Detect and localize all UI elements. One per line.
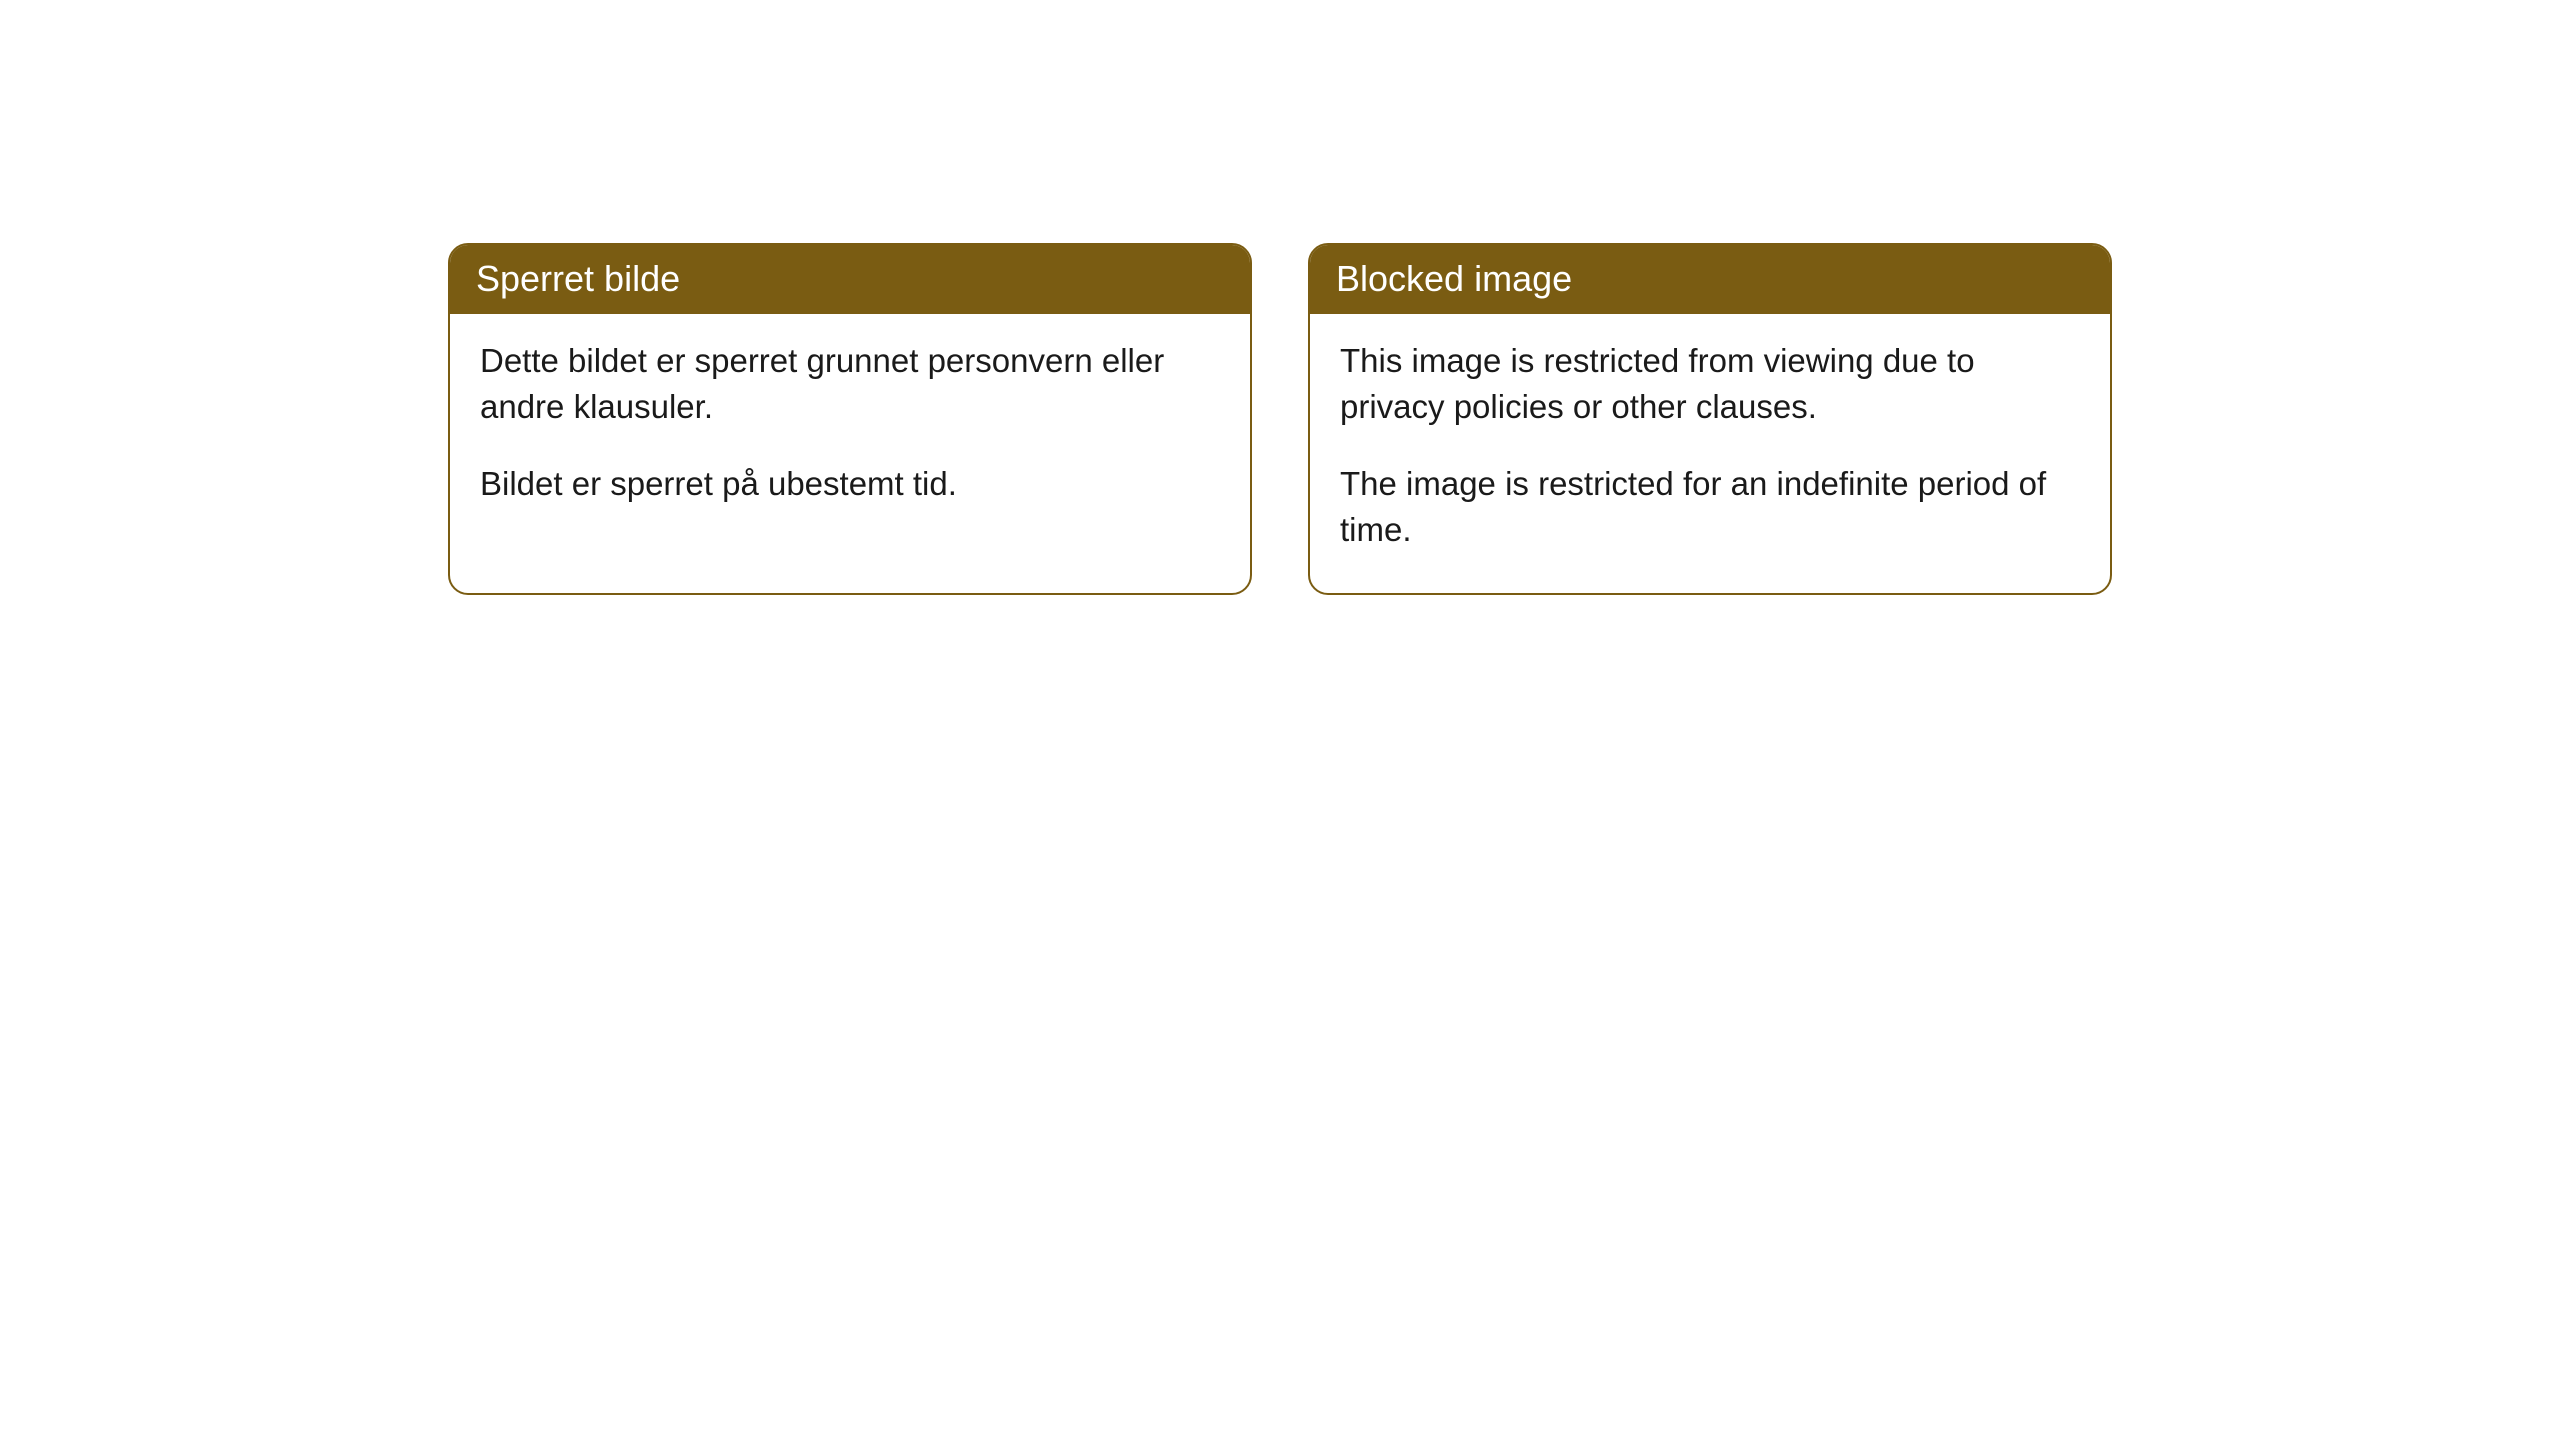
notice-card-norwegian: Sperret bilde Dette bildet er sperret gr…	[448, 243, 1252, 595]
card-paragraph: Dette bildet er sperret grunnet personve…	[480, 338, 1220, 430]
card-paragraph: The image is restricted for an indefinit…	[1340, 461, 2080, 553]
card-paragraph: This image is restricted from viewing du…	[1340, 338, 2080, 430]
card-header: Sperret bilde	[450, 245, 1250, 314]
notice-card-english: Blocked image This image is restricted f…	[1308, 243, 2112, 595]
card-title: Sperret bilde	[476, 258, 680, 299]
card-title: Blocked image	[1336, 258, 1572, 299]
card-paragraph: Bildet er sperret på ubestemt tid.	[480, 461, 1220, 507]
card-body: This image is restricted from viewing du…	[1310, 314, 2110, 593]
card-body: Dette bildet er sperret grunnet personve…	[450, 314, 1250, 547]
notice-cards-container: Sperret bilde Dette bildet er sperret gr…	[0, 0, 2560, 595]
card-header: Blocked image	[1310, 245, 2110, 314]
